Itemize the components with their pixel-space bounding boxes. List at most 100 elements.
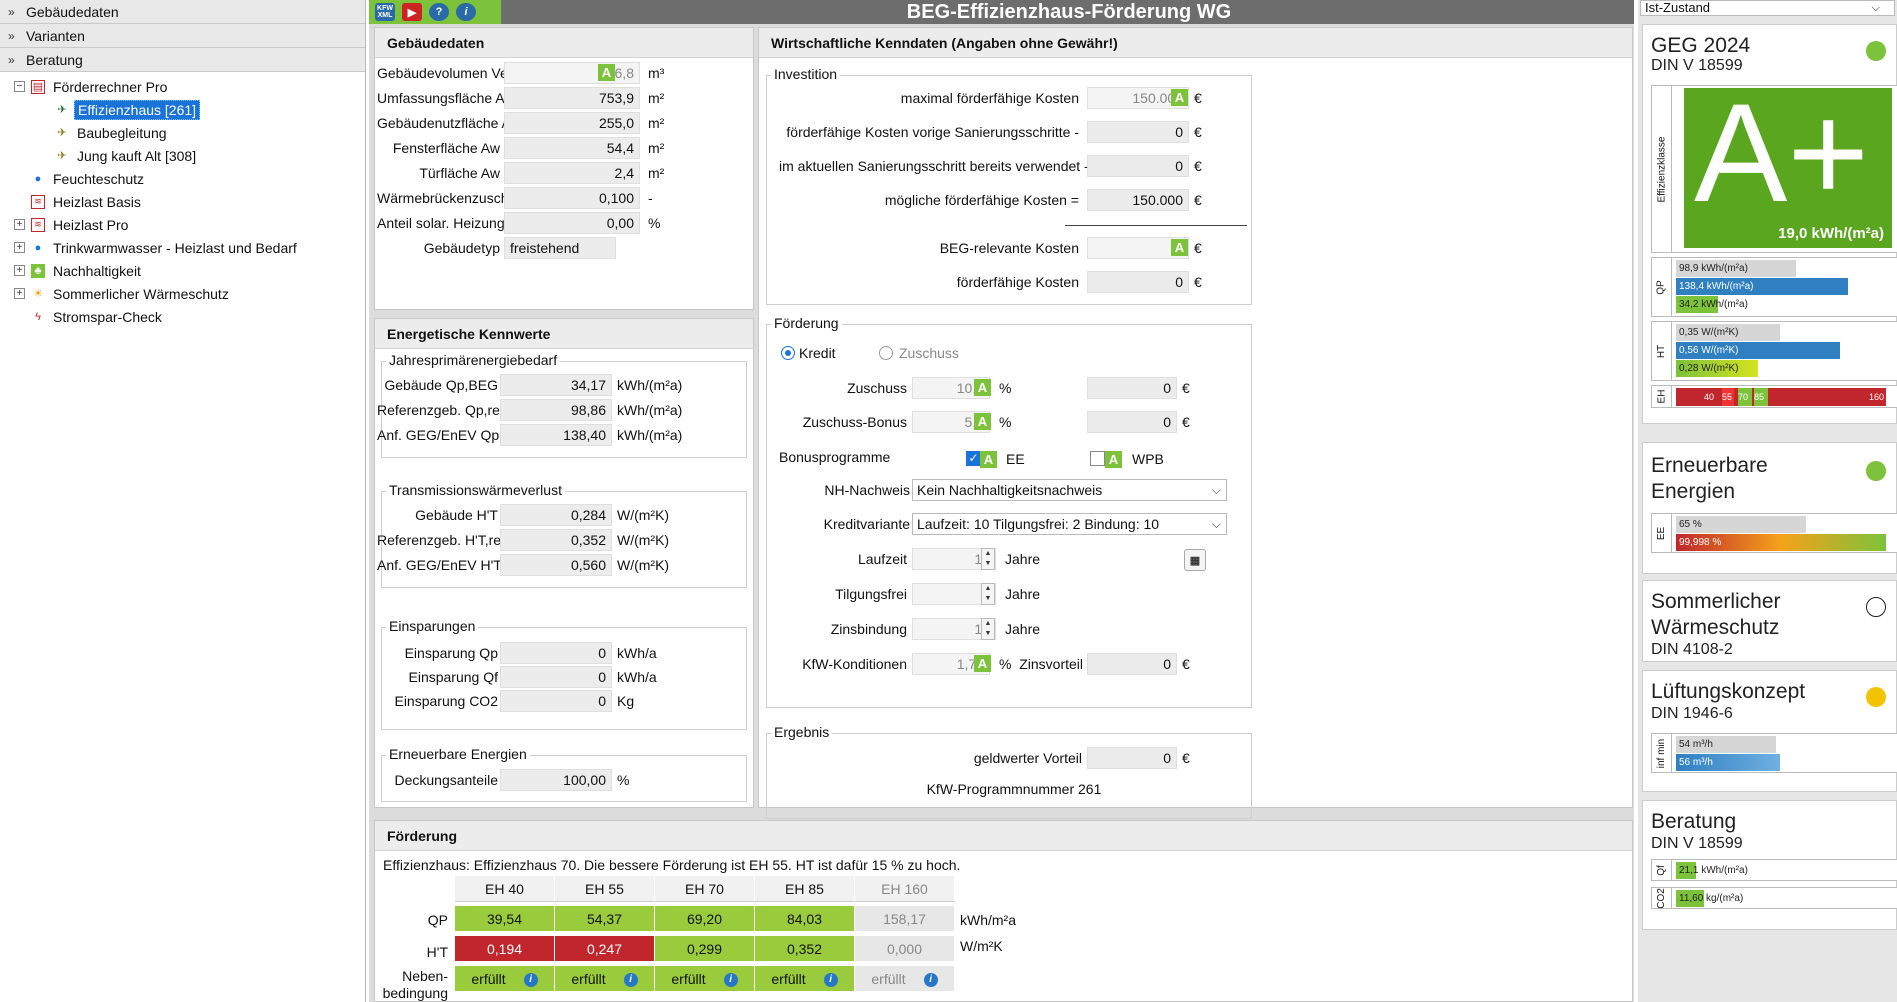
group-label: Einsparungen — [386, 618, 479, 634]
auto-a-badge[interactable]: A — [974, 379, 991, 396]
unit: m³ — [648, 65, 665, 81]
unit: Jahre — [1005, 621, 1041, 637]
card-subtitle: DIN 1946-6 — [1651, 705, 1733, 722]
tree-label: Trinkwarmwasser - Heizlast und Bedarf — [53, 239, 297, 256]
efficiency-grade: A+ 19,0 kWh/(m²a) — [1684, 74, 1892, 248]
tree-item-nachhaltigkeit[interactable]: + ♣ Nachhaltigkeit — [0, 259, 365, 282]
card-title: GEG 2024 — [1651, 34, 1751, 57]
expand-icon[interactable]: + — [14, 265, 25, 276]
info-icon[interactable]: i — [823, 973, 838, 988]
info-icon[interactable]: i — [723, 973, 738, 988]
group-label: Jahresprimärenergiebedarf — [386, 352, 561, 368]
unit: kWh/a — [617, 645, 657, 661]
unit: W/(m²K) — [617, 532, 670, 548]
nebenbedingung-cell: erfüllt i — [655, 966, 755, 992]
tree-item-sommerlicher-waermeschutz[interactable]: + ☀ Sommerlicher Wärmeschutz — [0, 282, 365, 305]
unit: m² — [648, 165, 665, 181]
auto-a-badge[interactable]: A — [598, 64, 615, 81]
tree-label: Feuchteschutz — [53, 170, 145, 187]
section-label: Varianten — [26, 27, 85, 44]
auto-a-badge[interactable]: A — [974, 655, 991, 672]
inf-min-label: inf min — [1652, 734, 1672, 772]
auto-a-badge[interactable]: A — [1105, 451, 1122, 468]
co2-label: CO2 — [1652, 888, 1672, 908]
section-beratung[interactable]: » Beratung — [0, 48, 365, 72]
ee-box: EE 65 % 99,998 % — [1651, 513, 1897, 553]
leaf-icon: ♣ — [31, 263, 45, 278]
nh-select[interactable]: Kein Nachhaltigkeitsnachweis ⌵ — [912, 479, 1227, 501]
field-label: Gebäude H'T — [415, 507, 498, 523]
info-icon[interactable]: i — [456, 3, 476, 21]
row-label: H'T — [426, 944, 448, 960]
kredit-radio[interactable] — [781, 346, 795, 360]
kosten-field[interactable]: 0 — [1087, 155, 1189, 177]
tree-label: Heizlast Pro — [53, 216, 129, 233]
video-icon[interactable]: ▶ — [402, 3, 422, 21]
eh-scale: 40 55 70 85 160 — [1676, 388, 1886, 406]
state-select[interactable]: Ist-Zustand ⌵ — [1640, 0, 1895, 16]
tree-label: Effizienzhaus [261] — [74, 99, 201, 120]
info-icon[interactable]: i — [623, 973, 638, 988]
tree-item-trinkwarmwasser[interactable]: + ● Trinkwarmwasser - Heizlast und Bedarf — [0, 236, 365, 259]
auto-a-badge[interactable]: A — [1171, 239, 1188, 256]
gebaeude-field[interactable]: freistehend — [504, 237, 616, 259]
info-icon[interactable]: i — [523, 973, 538, 988]
collapse-icon[interactable]: − — [14, 81, 25, 92]
gebaeude-field[interactable]: 796,8 — [504, 62, 640, 84]
help-icon[interactable]: ? — [429, 3, 449, 21]
expand-icon[interactable]: + — [14, 242, 25, 253]
kosten-field[interactable]: 150.000 — [1087, 87, 1189, 109]
tilgungsfrei-spinner[interactable]: ▲ ▼ — [981, 583, 995, 605]
ht-box: HT 0,35 W/(m²K) 0,56 W/(m²K) 0,28 W/(m²K… — [1651, 321, 1897, 381]
gebaeude-field: 0,100 — [504, 187, 640, 209]
field-label: Fensterfläche Aw — [392, 140, 500, 156]
section-gebaeudedaten[interactable]: » Gebäudedaten — [0, 0, 365, 24]
unit: m² — [648, 140, 665, 156]
auto-a-badge[interactable]: A — [974, 413, 991, 430]
wpb-checkbox[interactable] — [1090, 451, 1105, 466]
tree-item-jung-kauft-alt[interactable]: ✈ Jung kauft Alt [308] — [0, 144, 365, 167]
ee-checkbox[interactable]: ✓ — [966, 451, 981, 466]
kreditvariante-select[interactable]: Laufzeit: 10 Tilgungsfrei: 2 Bindung: 10… — [912, 513, 1227, 535]
kennwert-field: 0,284 — [500, 504, 612, 526]
expand-icon[interactable]: + — [14, 288, 25, 299]
auto-a-badge[interactable]: A — [980, 451, 997, 468]
qp-cell: 158,17 — [855, 906, 955, 932]
qp-box: QP 98,9 kWh/(m²a) 138,4 kWh/(m²a) 34,2 k… — [1651, 257, 1897, 317]
auto-a-badge[interactable]: A — [1171, 89, 1188, 106]
field-label: Türfläche Aw — [419, 165, 500, 181]
calculator-icon[interactable]: ▦ — [1184, 549, 1206, 571]
expand-icon[interactable]: + — [14, 219, 25, 230]
main-area: KFW XML ▶ ? i BEG-Effizienzhaus-Förderun… — [369, 0, 1634, 1002]
tree-item-baubegleitung[interactable]: ✈ Baubegleitung — [0, 121, 365, 144]
field-label: Anf. GEG/EnEV Qp,max — [377, 427, 530, 443]
zinsbindung-spinner[interactable]: ▲ ▼ — [981, 618, 995, 640]
tree-item-heizlast-pro[interactable]: + ≋ Heizlast Pro — [0, 213, 365, 236]
unit: m² — [648, 115, 665, 131]
tree-label: Jung kauft Alt [308] — [77, 147, 197, 164]
money-icon: ✈ — [57, 127, 67, 139]
nebenbedingung-text: erfüllt — [671, 971, 706, 987]
tilgungsfrei-label: Tilgungsfrei — [835, 586, 907, 602]
tree-item-effizienzhaus[interactable]: ✈ Effizienzhaus [261] — [0, 98, 365, 121]
tree-label: Nachhaltigkeit — [53, 262, 141, 279]
nebenbedingung-text: erfüllt — [471, 971, 506, 987]
tree-item-feuchteschutz[interactable]: ● Feuchteschutz — [0, 167, 365, 190]
kosten-field[interactable]: 0 — [1087, 121, 1189, 143]
info-icon[interactable]: i — [923, 973, 938, 988]
tree-item-foerderrechner[interactable]: − ▤ Förderrechner Pro — [0, 75, 365, 98]
zuschuss-radio[interactable] — [879, 346, 893, 360]
gebaeude-field: 54,4 — [504, 137, 640, 159]
tree-item-stromspar-check[interactable]: ϟ Stromspar-Check — [0, 305, 365, 328]
field-label: im aktuellen Sanierungsschritt bereits v… — [779, 158, 1089, 174]
state-value: Ist-Zustand — [1645, 0, 1711, 15]
laufzeit-spinner[interactable]: ▲ ▼ — [981, 548, 995, 570]
tree-item-heizlast-basis[interactable]: ≋ Heizlast Basis — [0, 190, 365, 213]
lk-ref-bar: 54 m³/h — [1676, 736, 1776, 753]
section-varianten[interactable]: » Varianten — [0, 24, 365, 48]
kfw-xml-icon[interactable]: KFW XML — [375, 3, 395, 21]
group-investition: Investition — [766, 66, 1252, 305]
panel-title: Gebäudedaten — [375, 28, 753, 58]
qp-cell: 69,20 — [655, 906, 755, 932]
tree-label: Heizlast Basis — [53, 193, 141, 210]
